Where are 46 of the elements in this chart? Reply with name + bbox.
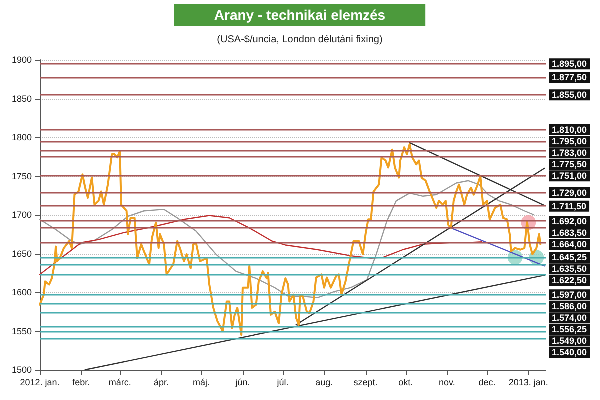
x-tick-label: okt. <box>398 378 414 388</box>
x-tick-label: febr. <box>72 378 90 388</box>
y-tick-label: 1700 <box>12 210 32 220</box>
ref-line-label: 1.810,00 <box>552 125 588 135</box>
y-tick-label: 1800 <box>12 132 32 142</box>
ref-line-label: 1.683,50 <box>552 228 588 238</box>
x-tick-label: 2012. jan. <box>20 378 60 388</box>
x-tick-label: márc. <box>108 378 132 388</box>
x-tick-label: júl. <box>276 378 289 388</box>
y-tick-label: 1650 <box>12 248 32 259</box>
ref-line-label: 1.795,00 <box>552 136 588 147</box>
y-tick-label: 1550 <box>12 326 32 336</box>
ref-line-label: 1.855,00 <box>552 90 588 100</box>
ref-line-label: 1.556,25 <box>552 324 588 335</box>
ref-line-label: 1.549,00 <box>552 336 588 346</box>
x-tick-label: máj. <box>193 378 210 388</box>
x-tick-label: szept. <box>354 378 378 388</box>
x-tick-label: nov. <box>439 378 456 388</box>
ref-line-label: 1.664,00 <box>552 239 588 250</box>
y-tick-label: 1900 <box>12 55 32 65</box>
ref-line-label: 1.622,50 <box>552 276 588 286</box>
chart-title: Arany - technikai elemzés <box>214 7 386 23</box>
x-tick-label: dec. <box>478 378 496 388</box>
chart-subtitle: (USA-$/uncia, London délutáni fixing) <box>217 34 383 46</box>
ref-line-label: 1.574,00 <box>552 313 588 324</box>
ref-line-label: 1.877,50 <box>552 72 588 83</box>
y-tick-label: 1750 <box>12 171 32 182</box>
ref-line-label: 1.692,00 <box>552 216 588 226</box>
ref-line-label: 1.540,00 <box>552 348 588 358</box>
y-tick-label: 1500 <box>12 365 32 375</box>
ref-line-label: 1.729,00 <box>552 188 588 198</box>
ref-line-label: 1.711,50 <box>552 201 587 212</box>
y-tick-label: 1850 <box>12 94 32 104</box>
x-tick-label: jún. <box>234 378 250 388</box>
x-tick-label: aug. <box>316 378 334 388</box>
ref-line-label: 1.645,25 <box>552 252 588 263</box>
x-tick-label: ápr. <box>154 378 169 388</box>
ref-line-label: 1.635,50 <box>552 264 588 274</box>
ref-line-label: 1.597,00 <box>552 290 588 300</box>
ref-line-label: 1.783,00 <box>552 148 588 158</box>
y-tick-label: 1600 <box>12 288 32 298</box>
ref-line-label: 1.775,50 <box>552 160 588 170</box>
ref-line-label: 1.895,00 <box>552 59 588 70</box>
ref-line-label: 1.586,00 <box>552 302 588 312</box>
x-tick-label: 2013. jan. <box>508 378 548 388</box>
ref-line-label: 1.751,00 <box>552 171 588 182</box>
